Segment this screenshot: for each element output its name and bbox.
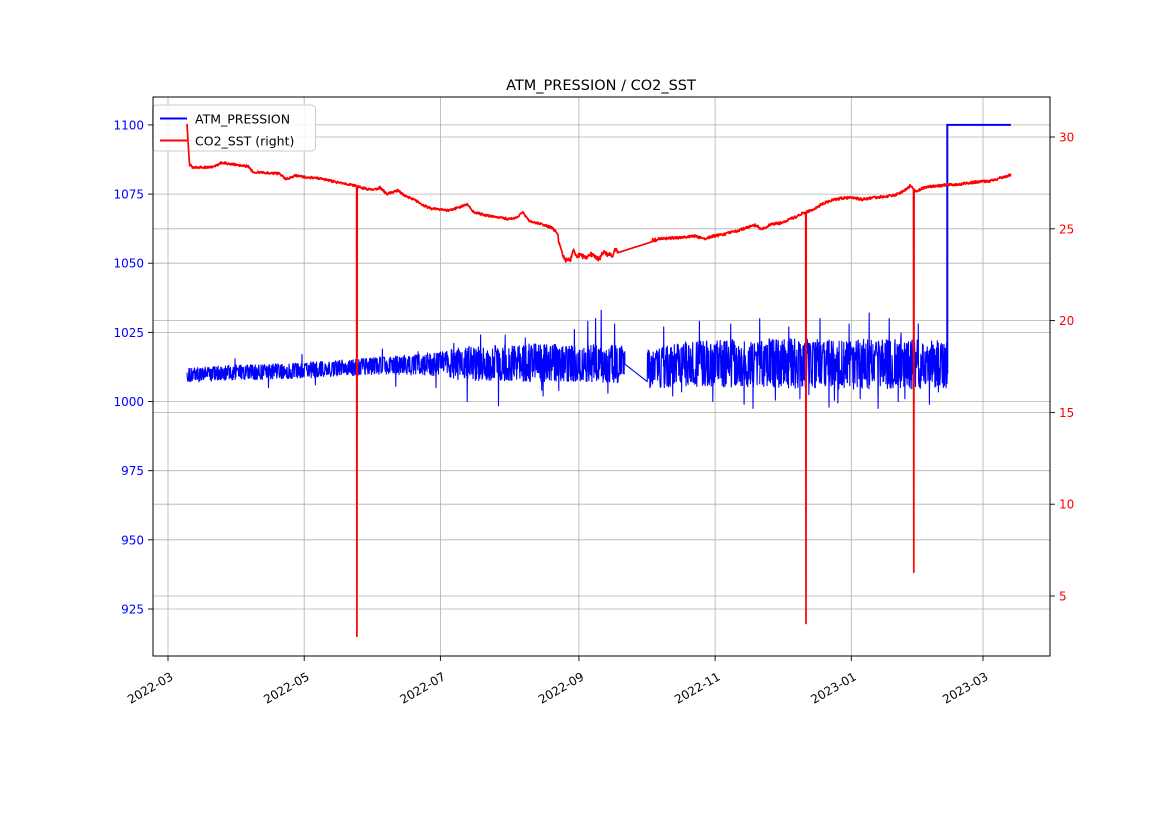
left-tick-label: 1000 (113, 395, 144, 409)
x-tick-label: 2022-07 (397, 669, 447, 706)
left-tick-label: 1100 (113, 118, 144, 132)
atm-pression-line (186, 309, 948, 409)
chart-title: ATM_PRESSION / CO2_SST (506, 78, 696, 94)
left-tick-label: 1050 (113, 257, 144, 271)
legend-label-co2-sst: CO2_SST (right) (195, 134, 294, 149)
left-tick-label: 925 (121, 603, 144, 617)
right-tick-label: 15 (1059, 406, 1074, 420)
right-tick-label: 20 (1059, 314, 1074, 328)
legend: ATM_PRESSION CO2_SST (right) (152, 104, 316, 152)
series-co2-sst (186, 123, 1012, 638)
legend-label-atm-pression: ATM_PRESSION (195, 112, 290, 127)
co2-sst-line (186, 123, 1012, 638)
left-tick-label: 950 (121, 533, 144, 547)
x-tick-label: 2023-03 (940, 669, 990, 706)
x-tick-label: 2022-03 (125, 669, 175, 706)
series-atm-pression (186, 123, 1011, 409)
left-tick-label: 975 (121, 464, 144, 478)
x-tick-label: 2022-11 (672, 669, 722, 706)
right-tick-label: 25 (1059, 222, 1074, 236)
left-tick-label: 1075 (113, 188, 144, 202)
right-tick-label: 30 (1059, 131, 1074, 145)
left-tick-label: 1025 (113, 326, 144, 340)
atm-pression-terminal-line (946, 123, 1011, 374)
right-tick-label: 5 (1059, 590, 1067, 604)
right-tick-label: 10 (1059, 498, 1074, 512)
x-tick-label: 2023-01 (808, 669, 858, 706)
plot-border (152, 96, 1051, 657)
x-tick-label: 2022-09 (536, 669, 586, 706)
x-tick-label: 2022-05 (261, 669, 311, 706)
